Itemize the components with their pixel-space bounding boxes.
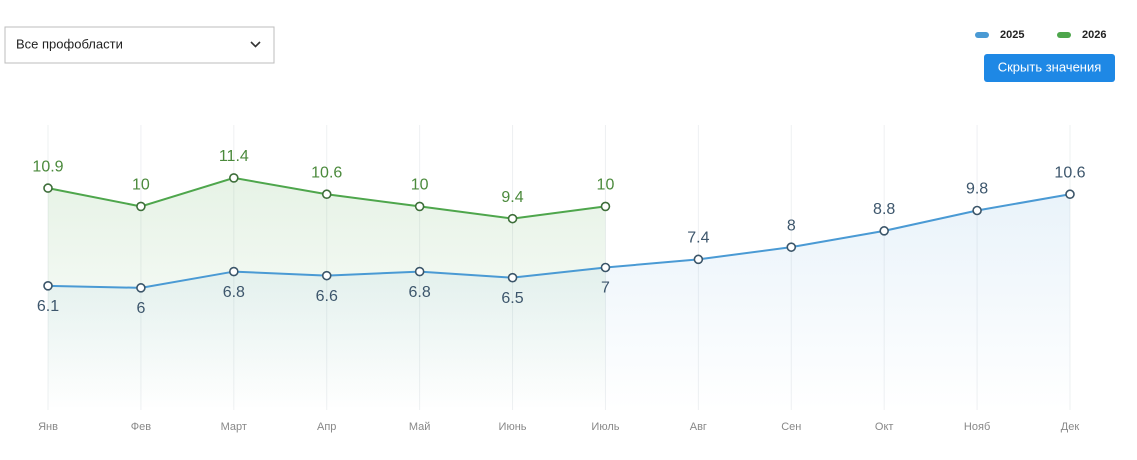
chevron[interactable] (250, 41, 261, 48)
point (229, 266, 239, 277)
data-label: 10.6 (311, 164, 342, 181)
data-label: 10 (597, 177, 615, 194)
data-label: 10.6 (1054, 164, 1085, 181)
data-label: 11.4 (219, 148, 249, 165)
point (600, 201, 611, 212)
x-tick-label: Окт (875, 421, 894, 433)
data-label: 6 (136, 300, 145, 317)
point (414, 266, 425, 277)
x-tick-label: Нояб (964, 421, 990, 433)
point (321, 270, 332, 281)
legend-label: 2025 (1000, 29, 1024, 41)
data-label: 6.1 (37, 298, 59, 315)
point (43, 281, 53, 291)
data-label: 9.4 (501, 189, 523, 206)
data-label: 9.8 (966, 181, 988, 198)
x-tick-label: Авг (690, 421, 707, 433)
point (1065, 189, 1075, 200)
legend-swatch (1057, 32, 1071, 38)
button-bg[interactable] (984, 54, 1115, 82)
data-label: 6.5 (501, 290, 523, 307)
dropdown[interactable]: Все профобласти (4, 26, 275, 64)
x-tick-label: Янв (38, 421, 58, 433)
point (879, 226, 889, 236)
point (507, 213, 518, 224)
x-tick-label: Фев (131, 421, 151, 433)
area (48, 177, 606, 410)
legend-swatch (975, 32, 989, 38)
point (507, 272, 518, 283)
point (229, 173, 239, 183)
x-tick-label: Июнь (499, 421, 527, 433)
x-tick-label: Март (221, 421, 247, 433)
point (43, 183, 53, 193)
dropdown-label[interactable]: Все профобласти (16, 36, 123, 51)
dropdown-box[interactable] (4, 26, 275, 64)
x-tick-label: Июль (591, 421, 619, 433)
x-tick-label: Сен (781, 421, 801, 433)
x-tick-label: Дек (1061, 421, 1080, 433)
point (321, 189, 332, 200)
data-label: 10 (411, 177, 429, 194)
point (972, 205, 982, 216)
point (136, 283, 146, 293)
data-label: 7.4 (687, 230, 709, 247)
data-label: 8 (787, 217, 796, 234)
point (414, 201, 425, 212)
data-label: 7 (601, 280, 610, 297)
x-tick-label: Май (409, 421, 431, 433)
line (47, 193, 1071, 289)
legend: 2025 2026 (975, 29, 1106, 41)
point (600, 262, 611, 273)
x-tick-label: Апр (317, 421, 336, 433)
legend-label: 2026 (1082, 29, 1106, 41)
data-label: 10.9 (32, 158, 63, 175)
button-label[interactable]: Скрыть значения (998, 59, 1102, 74)
data-label: 6.8 (223, 284, 245, 301)
point (786, 242, 797, 252)
data-label: 6.6 (316, 288, 338, 305)
hide-values-button[interactable]: Скрыть значения (984, 54, 1115, 82)
data-label: 6.8 (409, 284, 431, 301)
data-label: 10 (132, 177, 150, 194)
plot: Янв Фев Март Апр Май Июнь Июль Авг Сен Окт Нояб Дек… (32, 125, 1086, 433)
data-label: 8.8 (873, 201, 895, 218)
point (136, 201, 146, 212)
point (693, 254, 704, 265)
